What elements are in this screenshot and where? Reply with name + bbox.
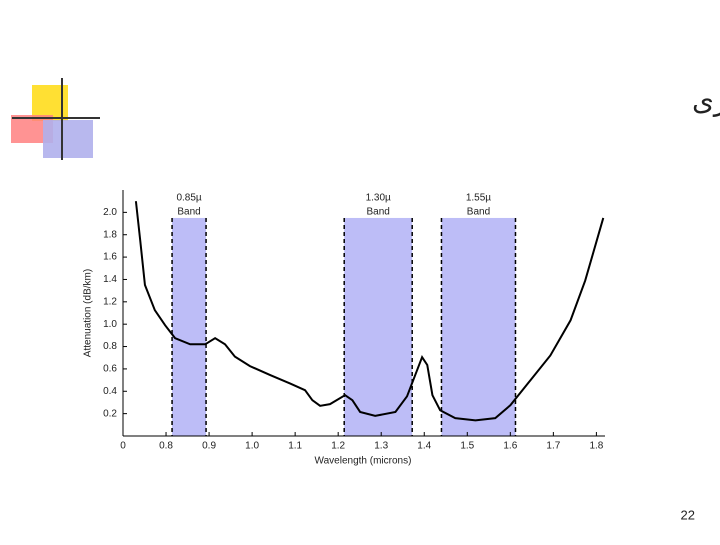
x-tick-label: 0.8: [159, 441, 173, 452]
x-tick-label: 1.1: [288, 441, 302, 452]
y-tick-label: 0.2: [103, 408, 117, 419]
band-label: 1.55µ: [466, 193, 491, 204]
y-tick-label: 1.8: [103, 229, 117, 240]
y-tick-label: 1.0: [103, 319, 117, 330]
y-axis-label: Attenuation (dB/km): [83, 269, 94, 357]
band-label: 0.85µ: [176, 193, 201, 204]
y-tick-label: 1.2: [103, 296, 117, 307]
y-tick-label: 0.4: [103, 386, 117, 397]
band: [344, 217, 413, 436]
band-sublabel: Band: [367, 207, 390, 218]
x-tick-label: 1.3: [374, 441, 388, 452]
x-axis-label: Wavelength (microns): [315, 456, 412, 467]
x-tick-label: 0: [120, 441, 126, 452]
x-tick-label: 1.7: [546, 441, 560, 452]
y-tick-label: 0.8: [103, 341, 117, 352]
y-tick-label: 1.6: [103, 252, 117, 263]
deco-square: [43, 120, 93, 158]
x-tick-label: 0.9: [202, 441, 216, 452]
y-tick-label: 2.0: [103, 207, 117, 218]
y-tick-label: 1.4: [103, 274, 117, 285]
page-number: 22: [681, 507, 695, 522]
band-label: 1.30µ: [366, 193, 391, 204]
band: [441, 217, 516, 436]
x-tick-label: 1.0: [245, 441, 259, 452]
x-tick-label: 1.2: [331, 441, 345, 452]
y-tick-label: 0.6: [103, 364, 117, 375]
slide-title: فرکانس های کاری فیبر نوری: [692, 84, 720, 117]
x-tick-label: 1.5: [460, 441, 474, 452]
x-tick-label: 1.6: [503, 441, 517, 452]
x-tick-label: 1.4: [417, 441, 431, 452]
band-sublabel: Band: [467, 207, 490, 218]
line: [134, 201, 605, 422]
band-sublabel: Band: [177, 207, 200, 218]
band: [172, 217, 207, 436]
x-tick-label: 1.8: [589, 441, 603, 452]
